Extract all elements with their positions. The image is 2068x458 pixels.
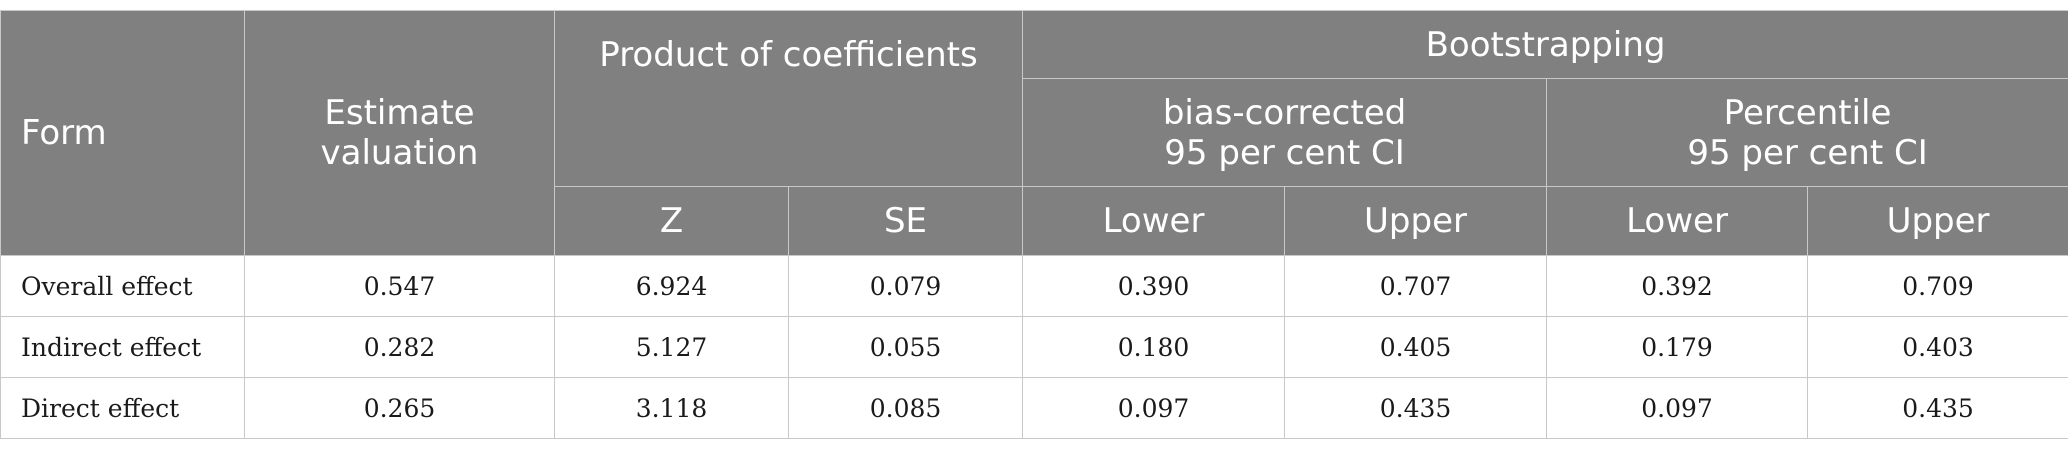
cell-bc-upper: 0.707 bbox=[1284, 255, 1548, 317]
cell-estimate: 0.265 bbox=[244, 377, 555, 439]
header-bc-lower: Lower bbox=[1022, 186, 1286, 256]
cell-z: 3.118 bbox=[554, 377, 789, 439]
cell-p-lower: 0.097 bbox=[1546, 377, 1809, 439]
header-percentile-line2: 95 per cent CI bbox=[1687, 132, 1928, 173]
cell-bc-upper: 0.405 bbox=[1284, 316, 1548, 378]
row-label: Indirect effect bbox=[0, 316, 245, 378]
row-label: Direct effect bbox=[0, 377, 245, 439]
cell-p-upper: 0.435 bbox=[1807, 377, 2068, 439]
cell-p-upper: 0.709 bbox=[1807, 255, 2068, 317]
header-bias-line2: 95 per cent CI bbox=[1164, 132, 1405, 173]
header-bootstrapping: Bootstrapping bbox=[1022, 10, 2068, 79]
cell-p-lower: 0.179 bbox=[1546, 316, 1809, 378]
header-estimate-line2: valuation bbox=[320, 133, 479, 173]
header-p-upper: Upper bbox=[1807, 186, 2068, 256]
cell-se: 0.055 bbox=[787, 316, 1024, 378]
header-bias-line1: bias-corrected bbox=[1162, 92, 1407, 133]
header-percentile-line1: Percentile bbox=[1723, 92, 1892, 133]
table-row: Overall effect 0.547 6.924 0.079 0.390 0… bbox=[0, 255, 2068, 317]
cell-bc-upper: 0.435 bbox=[1284, 377, 1548, 439]
table-row: Direct effect 0.265 3.118 0.085 0.097 0.… bbox=[0, 377, 2068, 439]
header-bias-corrected: bias-corrected 95 per cent CI bbox=[1022, 78, 1548, 187]
cell-se: 0.085 bbox=[787, 377, 1024, 439]
cell-z: 5.127 bbox=[554, 316, 789, 378]
cell-bc-lower: 0.180 bbox=[1022, 316, 1286, 378]
header-bc-upper: Upper bbox=[1284, 186, 1548, 256]
cell-se: 0.079 bbox=[787, 255, 1024, 317]
row-label: Overall effect bbox=[0, 255, 245, 317]
header-form: Form bbox=[0, 10, 245, 256]
table-row: Indirect effect 0.282 5.127 0.055 0.180 … bbox=[0, 316, 2068, 378]
results-table-wrap: Form Estimate valuation Product of coeff… bbox=[0, 10, 2068, 439]
header-estimate-line1: Estimate bbox=[324, 93, 475, 133]
cell-bc-lower: 0.390 bbox=[1022, 255, 1286, 317]
header-p-lower: Lower bbox=[1546, 186, 1809, 256]
header-se: SE bbox=[787, 186, 1024, 256]
cell-estimate: 0.282 bbox=[244, 316, 555, 378]
cell-bc-lower: 0.097 bbox=[1022, 377, 1286, 439]
cell-p-upper: 0.403 bbox=[1807, 316, 2068, 378]
cell-estimate: 0.547 bbox=[244, 255, 555, 317]
header-percentile: Percentile 95 per cent CI bbox=[1546, 78, 2068, 187]
header-z: Z bbox=[554, 186, 789, 256]
cell-z: 6.924 bbox=[554, 255, 789, 317]
header-estimate-valuation: Estimate valuation bbox=[244, 10, 555, 256]
mediation-results-table: Form Estimate valuation Product of coeff… bbox=[0, 10, 2068, 439]
header-product-of-coefficients: Product of coefficients bbox=[553, 10, 1024, 187]
cell-p-lower: 0.392 bbox=[1546, 255, 1809, 317]
